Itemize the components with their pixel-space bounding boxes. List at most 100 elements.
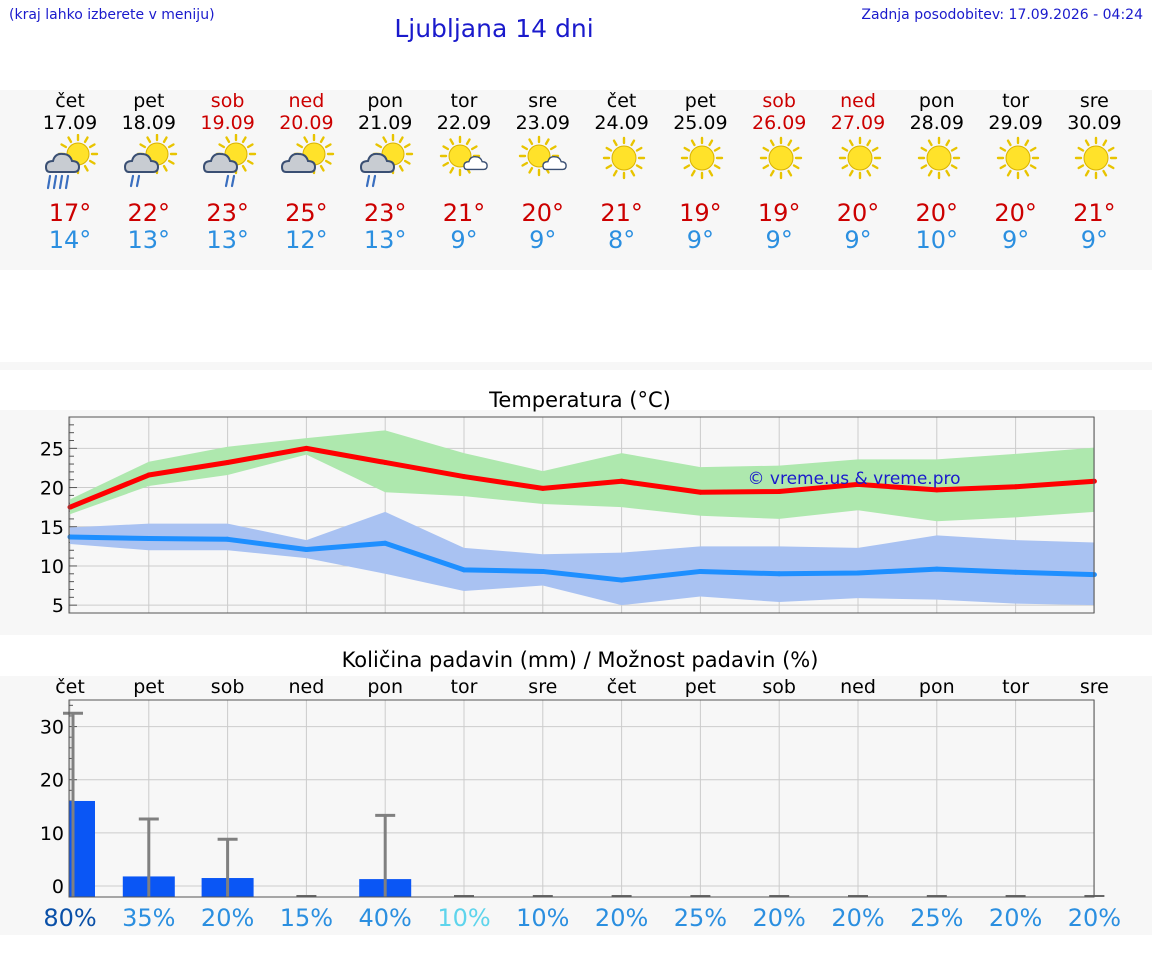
precip-probability: 20% (752, 904, 806, 932)
precip-probability: 35% (122, 904, 176, 932)
max-temperature: 20° (994, 199, 1037, 227)
day-name: čet (55, 90, 85, 112)
location-menu-hint: (kraj lahko izberete v meniju) (9, 7, 215, 23)
sun-cloud-heavy-rain-icon (44, 134, 99, 190)
max-temperature: 21° (1073, 199, 1116, 227)
precip-day-label: čet (55, 676, 85, 698)
day-date: 25.09 (673, 112, 728, 134)
precip-probability: 20% (594, 904, 649, 932)
precip-day-label: tor (1002, 676, 1030, 698)
max-temperature-point (697, 489, 703, 495)
max-temperature-point (461, 474, 467, 480)
sun-cloud-rain-icon (360, 134, 414, 188)
sun-icon (681, 136, 724, 180)
precip-day-label: tor (450, 676, 478, 698)
min-temperature-point (540, 568, 546, 574)
max-temperature: 17° (48, 199, 92, 227)
day-name: sob (210, 90, 245, 112)
day-date: 28.09 (909, 112, 964, 134)
separator-band (0, 362, 1152, 370)
precip-day-label: sob (210, 676, 245, 698)
day-date: 24.09 (594, 112, 649, 134)
min-temperature: 9° (1080, 226, 1109, 254)
precip-y-tick-label: 0 (52, 876, 64, 898)
day-date: 20.09 (279, 112, 334, 134)
min-temperature: 13° (127, 226, 171, 254)
min-temperature-line (69, 534, 1095, 583)
max-temperature-point (776, 488, 782, 494)
temperature-chart-title: Temperatura (°C) (489, 388, 671, 412)
min-temperature: 8° (607, 226, 636, 254)
min-temperature: 9° (765, 226, 793, 254)
day-name: ned (288, 90, 325, 112)
min-temperature-point (303, 546, 309, 552)
day-date: 17.09 (42, 112, 98, 134)
max-temperature-point (934, 487, 940, 493)
max-temperature: 19° (757, 199, 801, 227)
max-temperature-point (619, 478, 625, 484)
day-name: pon (367, 90, 404, 112)
copyright-watermark: © vreme.us & vreme.pro (747, 469, 960, 489)
min-temperature-point (146, 536, 152, 542)
max-temperature: 21° (442, 199, 486, 227)
max-temperature-point (146, 472, 152, 478)
max-temperature-point (67, 504, 73, 510)
precip-probability: 10% (437, 904, 491, 932)
day-name: pon (918, 90, 955, 112)
precip-probability: 20% (831, 904, 885, 932)
sun-cloud-rain-icon (123, 134, 177, 188)
precip-probability: 80% (43, 904, 97, 932)
max-temperature: 23° (363, 199, 407, 227)
day-date: 26.09 (751, 112, 807, 134)
max-temperature: 22° (127, 199, 171, 227)
max-temperature-point (540, 485, 546, 491)
precip-y-tick-label: 10 (40, 823, 64, 845)
sun-icon (759, 136, 803, 180)
day-date: 23.09 (515, 112, 570, 134)
precip-probability: 20% (1067, 904, 1122, 932)
min-temperature-point (776, 571, 782, 577)
precip-probability: 25% (673, 904, 728, 932)
precip-day-label: sre (528, 676, 558, 698)
sun-icon (602, 136, 645, 180)
sun-small-cloud-icon (518, 135, 567, 177)
daily-forecast-band (0, 90, 1152, 270)
day-name: pet (684, 90, 716, 112)
day-date: 19.09 (200, 112, 255, 134)
max-temperature-line (69, 445, 1095, 510)
min-temperature-point (382, 540, 388, 546)
temp-y-tick-label: 10 (40, 556, 64, 578)
day-date: 29.09 (988, 112, 1043, 134)
precipitation-chart-title: Količina padavin (mm) / Možnost padavin … (341, 648, 819, 672)
min-temperature: 9° (450, 226, 478, 254)
min-temperature: 13° (363, 226, 407, 254)
min-temperature-range-band (70, 511, 1095, 606)
max-temperature-point (303, 445, 309, 451)
max-temperature-point (382, 459, 388, 465)
precip-probability: 20% (200, 904, 255, 932)
precip-y-tick-label: 30 (40, 717, 64, 739)
day-date: 21.09 (357, 112, 413, 134)
temp-plot-frame (68, 416, 1095, 614)
day-name: tor (1002, 90, 1030, 112)
day-name: ned (840, 90, 876, 112)
max-temperature: 23° (206, 199, 249, 227)
page-title: Ljubljana 14 dni (394, 14, 594, 43)
last-update-text: Zadnja posodobitev: 17.09.2026 - 04:24 (861, 7, 1143, 23)
precip-probability: 20% (988, 904, 1043, 932)
precip-probability: 15% (279, 904, 334, 932)
max-temperature: 20° (915, 199, 959, 227)
day-name: sob (762, 90, 796, 112)
precip-day-label: čet (606, 676, 637, 698)
day-date: 30.09 (1067, 112, 1122, 134)
day-name: sre (528, 90, 558, 112)
temperature-chart: 5 10 15 20 25 © vreme.us & vreme.pro (40, 416, 1097, 617)
sun-icon (838, 136, 882, 180)
min-temperature: 14° (48, 226, 92, 254)
max-temperature: 20° (521, 199, 565, 227)
sun-cloud-shower-icon (202, 134, 256, 188)
day-date: 22.09 (436, 112, 492, 134)
day-name: pet (133, 90, 165, 112)
sun-small-cloud-icon (439, 135, 488, 177)
min-temperature: 10° (915, 226, 959, 254)
